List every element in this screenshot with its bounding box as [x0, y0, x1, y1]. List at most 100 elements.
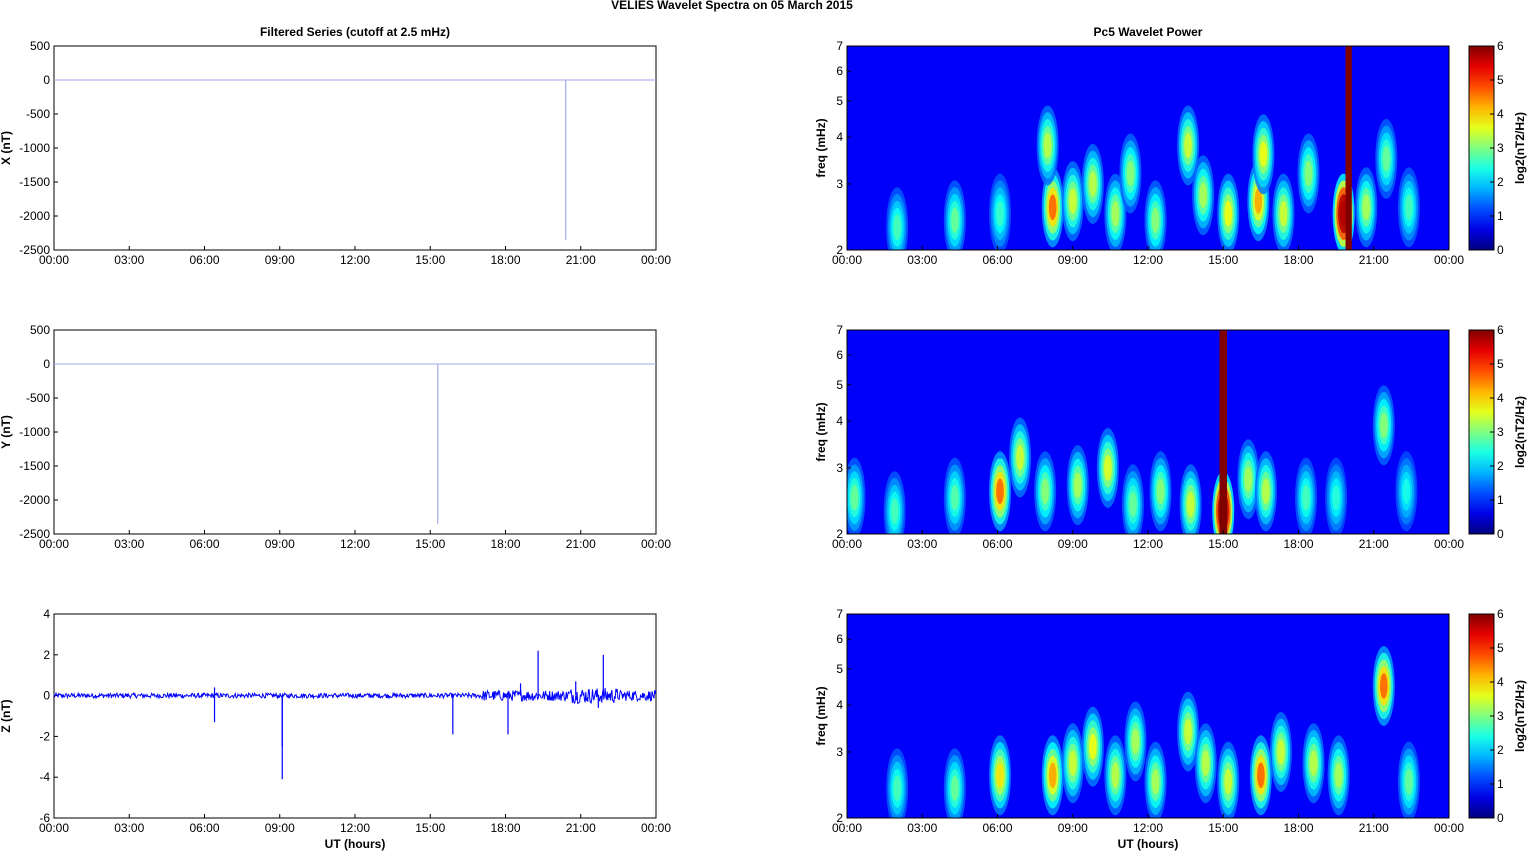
ytick-label: 500 [30, 39, 50, 53]
power-blob [1151, 207, 1160, 234]
right-x-axis-label: UT (hours) [1118, 837, 1179, 851]
power-blob [1126, 160, 1135, 187]
power-blob [1184, 132, 1192, 159]
power-blob [1199, 182, 1207, 209]
power-blob [1257, 762, 1265, 789]
power-blob [1048, 194, 1057, 221]
ytick-label: 5 [836, 94, 843, 108]
colorbar-tick-label: 2 [1497, 459, 1504, 473]
ytick-label: 3 [836, 177, 843, 191]
colorbar-label: log2(nT2/Hz) [1513, 680, 1527, 752]
power-blob [1041, 478, 1049, 505]
figure-title: VELIES Wavelet Spectra on 05 March 2015 [611, 0, 853, 12]
ytick-label: 6 [836, 348, 843, 362]
power-blob [1279, 200, 1288, 227]
ytick-label: 0 [43, 73, 50, 87]
series-panel-3: 420-2-4-600:00 03:00 06:00 09:00 12:00 15:00 1… [0, 607, 671, 835]
wavelet-xtick-label: 21:00 [1359, 253, 1389, 267]
ytick-label: 6 [836, 64, 843, 78]
power-blob [1405, 768, 1413, 795]
colorbar [1468, 329, 1495, 535]
colorbar-tick-label: 4 [1497, 391, 1504, 405]
series-xtick-label: 00:00 [641, 821, 671, 835]
power-blob [1151, 768, 1160, 795]
wavelet-xtick-label: 03:00 [907, 253, 937, 267]
power-blob [996, 762, 1004, 789]
series-xtick-label: 09:00 [265, 537, 295, 551]
right-column-title: Pc5 Wavelet Power [1094, 25, 1203, 39]
colorbar-tick-label: 4 [1497, 107, 1504, 121]
colorbar-tick-label: 2 [1497, 175, 1504, 189]
power-blob [996, 478, 1004, 505]
power-blob [1073, 472, 1082, 498]
ytick-label: 5 [836, 662, 843, 676]
wavelet-xtick-label: 00:00 [832, 253, 862, 267]
ytick-label: -1500 [19, 459, 50, 473]
wavelet-xtick-label: 00:00 [1434, 253, 1464, 267]
wavelet-xtick-label: 15:00 [1208, 253, 1238, 267]
ytick-label: -6 [39, 811, 50, 825]
plot-area [53, 613, 657, 819]
ytick-label: 6 [836, 632, 843, 646]
ytick-label: 5 [836, 378, 843, 392]
ytick-label: 2 [836, 527, 843, 541]
ytick-label: 7 [836, 607, 843, 621]
ytick-label: -2000 [19, 493, 50, 507]
wavelet-xtick-label: 18:00 [1283, 537, 1313, 551]
power-blob [1402, 478, 1411, 505]
wavelet-xtick-label: 15:00 [1208, 537, 1238, 551]
wavelet-xtick-label: 21:00 [1359, 537, 1389, 551]
wavelet-xtick-label: 06:00 [982, 537, 1012, 551]
ytick-label: 2 [836, 243, 843, 257]
power-blob [951, 207, 959, 234]
ytick-label: -2 [39, 729, 50, 743]
power-blob [1405, 194, 1413, 221]
series-xtick-label: 09:00 [265, 821, 295, 835]
ytick-label: -500 [26, 391, 50, 405]
wavelet-panel-2: 2 3 4 5 6 7 00:00 03:00 06:00 09:00 12:00 15:00 18:0… [814, 323, 1527, 551]
wavelet-xtick-label: 03:00 [907, 821, 937, 835]
power-blob [890, 498, 899, 525]
colorbar-tick-label: 6 [1497, 607, 1504, 621]
ytick-label: -4 [39, 770, 50, 784]
power-blob [1254, 188, 1263, 214]
colorbar-tick-label: 6 [1497, 39, 1504, 53]
ytick-label: -1000 [19, 141, 50, 155]
ytick-label: 500 [30, 323, 50, 337]
power-blob [1379, 673, 1388, 699]
colorbar-tick-label: 3 [1497, 425, 1504, 439]
series-xtick-label: 00:00 [39, 821, 69, 835]
saturated-column [1345, 46, 1352, 250]
power-blob [1224, 200, 1233, 227]
series-xtick-label: 06:00 [189, 537, 219, 551]
y-axis-label: freq (mHz) [814, 118, 828, 177]
ytick-label: 2 [43, 648, 50, 662]
power-blob [1104, 455, 1112, 481]
left-x-axis-label: UT (hours) [325, 837, 386, 851]
wavelet-xtick-label: 21:00 [1359, 821, 1389, 835]
power-blob [1382, 146, 1391, 172]
wavelet-xtick-label: 09:00 [1058, 821, 1088, 835]
colorbar-tick-label: 6 [1497, 323, 1504, 337]
colorbar-tick-label: 5 [1497, 357, 1504, 371]
colorbar-label: log2(nT2/Hz) [1513, 396, 1527, 468]
heatmap-background [847, 330, 1449, 534]
power-blob [1224, 768, 1233, 795]
wavelet-xtick-label: 03:00 [907, 537, 937, 551]
ytick-label: -1000 [19, 425, 50, 439]
series-xtick-label: 18:00 [490, 537, 520, 551]
ytick-label: 4 [836, 130, 843, 144]
wavelet-xtick-label: 00:00 [832, 821, 862, 835]
y-axis-label: freq (mHz) [814, 686, 828, 745]
ytick-label: 7 [836, 323, 843, 337]
power-blob [1156, 478, 1165, 505]
series-xtick-label: 00:00 [39, 253, 69, 267]
wavelet-panel-1: 2 3 4 5 6 7 00:00 03:00 06:00 09:00 12:00 15:00 18:0… [814, 39, 1527, 267]
series-xtick-label: 12:00 [340, 821, 370, 835]
left-column-title: Filtered Series (cutoff at 2.5 mHz) [260, 25, 450, 39]
y-axis-label: Y (nT) [0, 415, 13, 449]
power-blob [1111, 762, 1120, 789]
power-blob [1186, 491, 1195, 518]
ytick-label: 4 [43, 607, 50, 621]
series-xtick-label: 00:00 [39, 537, 69, 551]
